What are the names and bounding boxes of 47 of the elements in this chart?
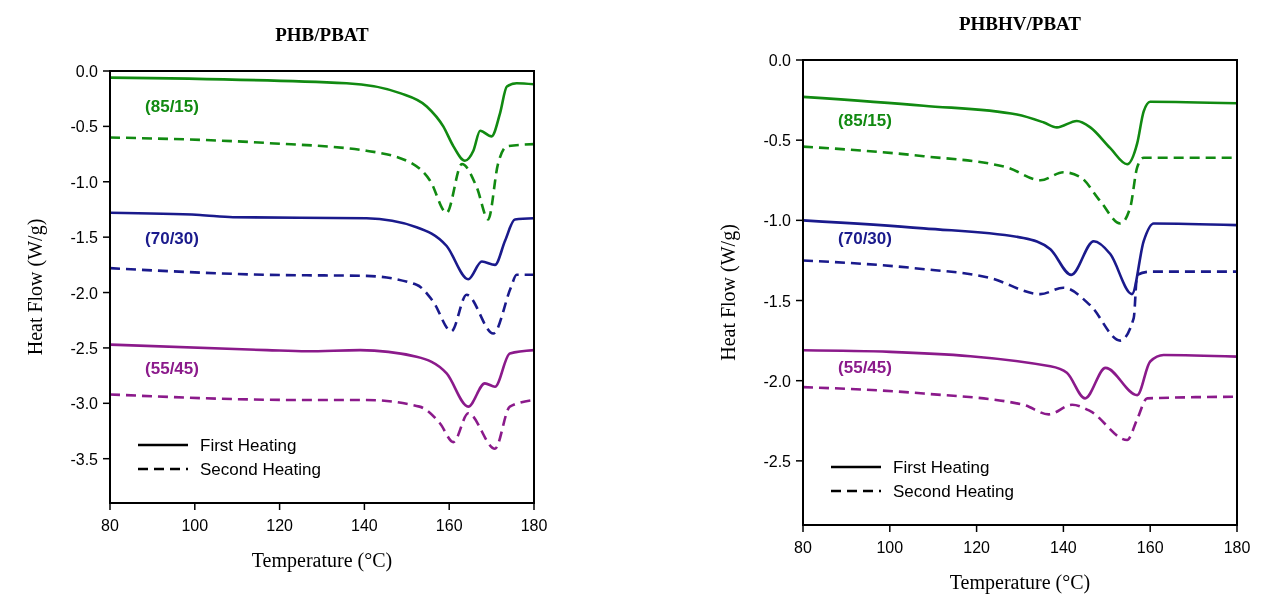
y-tick-label: -2.5 xyxy=(763,452,792,470)
y-tick-label: -0.5 xyxy=(763,132,792,150)
x-axis-title: Temperature (°C) xyxy=(251,549,393,572)
x-axis-title: Temperature (°C) xyxy=(949,571,1091,594)
y-tick-label: -2.5 xyxy=(70,339,99,357)
annotation: (70/30) xyxy=(838,229,892,249)
x-tick-label: 120 xyxy=(963,539,991,556)
x-tick-label: 140 xyxy=(1050,539,1077,556)
y-tick-label: -1.5 xyxy=(70,229,99,247)
x-tick-label: 160 xyxy=(435,517,463,534)
annotation: (85/15) xyxy=(838,110,892,130)
annotation: (55/45) xyxy=(145,358,199,378)
x-tick-label: 140 xyxy=(351,517,378,534)
y-tick-label: -2.0 xyxy=(763,372,792,390)
annotation: (55/45) xyxy=(838,357,892,377)
annotation: (70/30) xyxy=(145,229,199,249)
annotation: First Heating xyxy=(893,458,990,477)
y-tick-label: -1.5 xyxy=(763,292,792,310)
y-axis-title: Heat Flow (W/g) xyxy=(717,224,740,361)
y-tick-label: -0.5 xyxy=(70,118,99,136)
annotation: First Heating xyxy=(200,436,297,455)
y-tick-label: -1.0 xyxy=(763,212,792,230)
chart-title: PHB/PBAT xyxy=(275,24,370,45)
line-series xyxy=(108,266,536,335)
annotation: Second Heating xyxy=(893,482,1014,501)
y-tick-label: -2.0 xyxy=(70,284,99,302)
line-series xyxy=(108,343,536,408)
y-tick-label: 0.0 xyxy=(768,52,792,69)
y-tick-label: 0.0 xyxy=(75,63,99,80)
line-series xyxy=(108,211,536,281)
annotation: (85/15) xyxy=(145,96,199,116)
line-series xyxy=(801,95,1239,166)
y-tick-label: -3.5 xyxy=(70,450,99,468)
x-tick-label: 100 xyxy=(876,539,904,556)
annotation: Second Heating xyxy=(200,460,321,479)
line-series xyxy=(801,348,1239,400)
y-tick-label: -3.0 xyxy=(70,395,99,413)
y-axis-title: Heat Flow (W/g) xyxy=(24,218,47,356)
x-tick-label: 180 xyxy=(1223,539,1251,556)
x-tick-label: 180 xyxy=(520,517,548,534)
chart-title: PHBHV/PBAT xyxy=(958,13,1082,34)
x-tick-label: 80 xyxy=(101,517,119,534)
x-tick-label: 80 xyxy=(794,539,812,556)
x-tick-label: 120 xyxy=(266,517,294,534)
x-tick-label: 100 xyxy=(181,517,209,534)
x-tick-label: 160 xyxy=(1136,539,1164,556)
y-tick-label: -1.0 xyxy=(70,173,99,191)
